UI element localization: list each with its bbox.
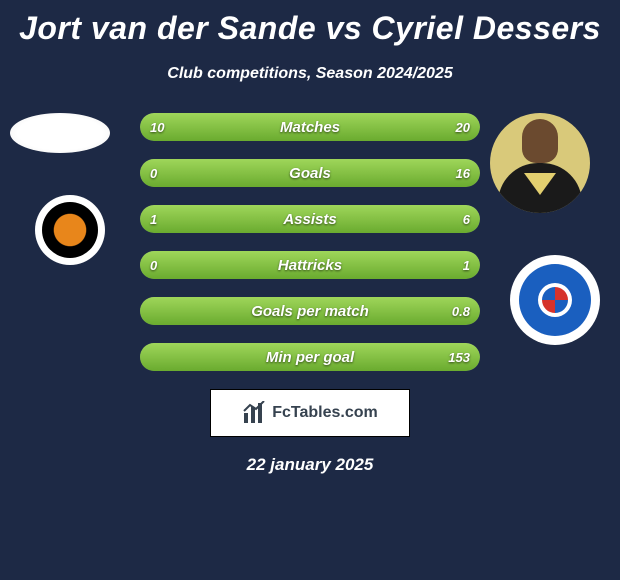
stat-label: Assists xyxy=(140,205,480,233)
stat-bar: 1020Matches xyxy=(140,113,480,141)
stat-label: Goals per match xyxy=(140,297,480,325)
stat-label: Goals xyxy=(140,159,480,187)
date: 22 january 2025 xyxy=(0,455,620,475)
brand-box[interactable]: FcTables.com xyxy=(210,389,410,437)
player1-avatar xyxy=(10,113,110,153)
chart-icon xyxy=(242,401,266,425)
stat-bar: 153Min per goal xyxy=(140,343,480,371)
subtitle: Club competitions, Season 2024/2025 xyxy=(0,65,620,83)
brand-text: FcTables.com xyxy=(272,404,378,422)
stat-bar: 016Goals xyxy=(140,159,480,187)
stat-label: Hattricks xyxy=(140,251,480,279)
stat-bar: 01Hattricks xyxy=(140,251,480,279)
stat-label: Min per goal xyxy=(140,343,480,371)
stat-bar: 0.8Goals per match xyxy=(140,297,480,325)
compare-area: 1020Matches 016Goals 16Assists 01Hattricks 0… xyxy=(0,113,620,383)
stat-bar: 16Assists xyxy=(140,205,480,233)
player1-club-badge xyxy=(35,195,105,265)
stat-bars: 1020Matches 016Goals 16Assists 01Hattricks 0… xyxy=(140,113,480,389)
player2-avatar xyxy=(490,113,590,213)
page-title: Jort van der Sande vs Cyriel Dessers xyxy=(0,0,620,47)
stat-label: Matches xyxy=(140,113,480,141)
player2-club-badge xyxy=(510,255,600,345)
